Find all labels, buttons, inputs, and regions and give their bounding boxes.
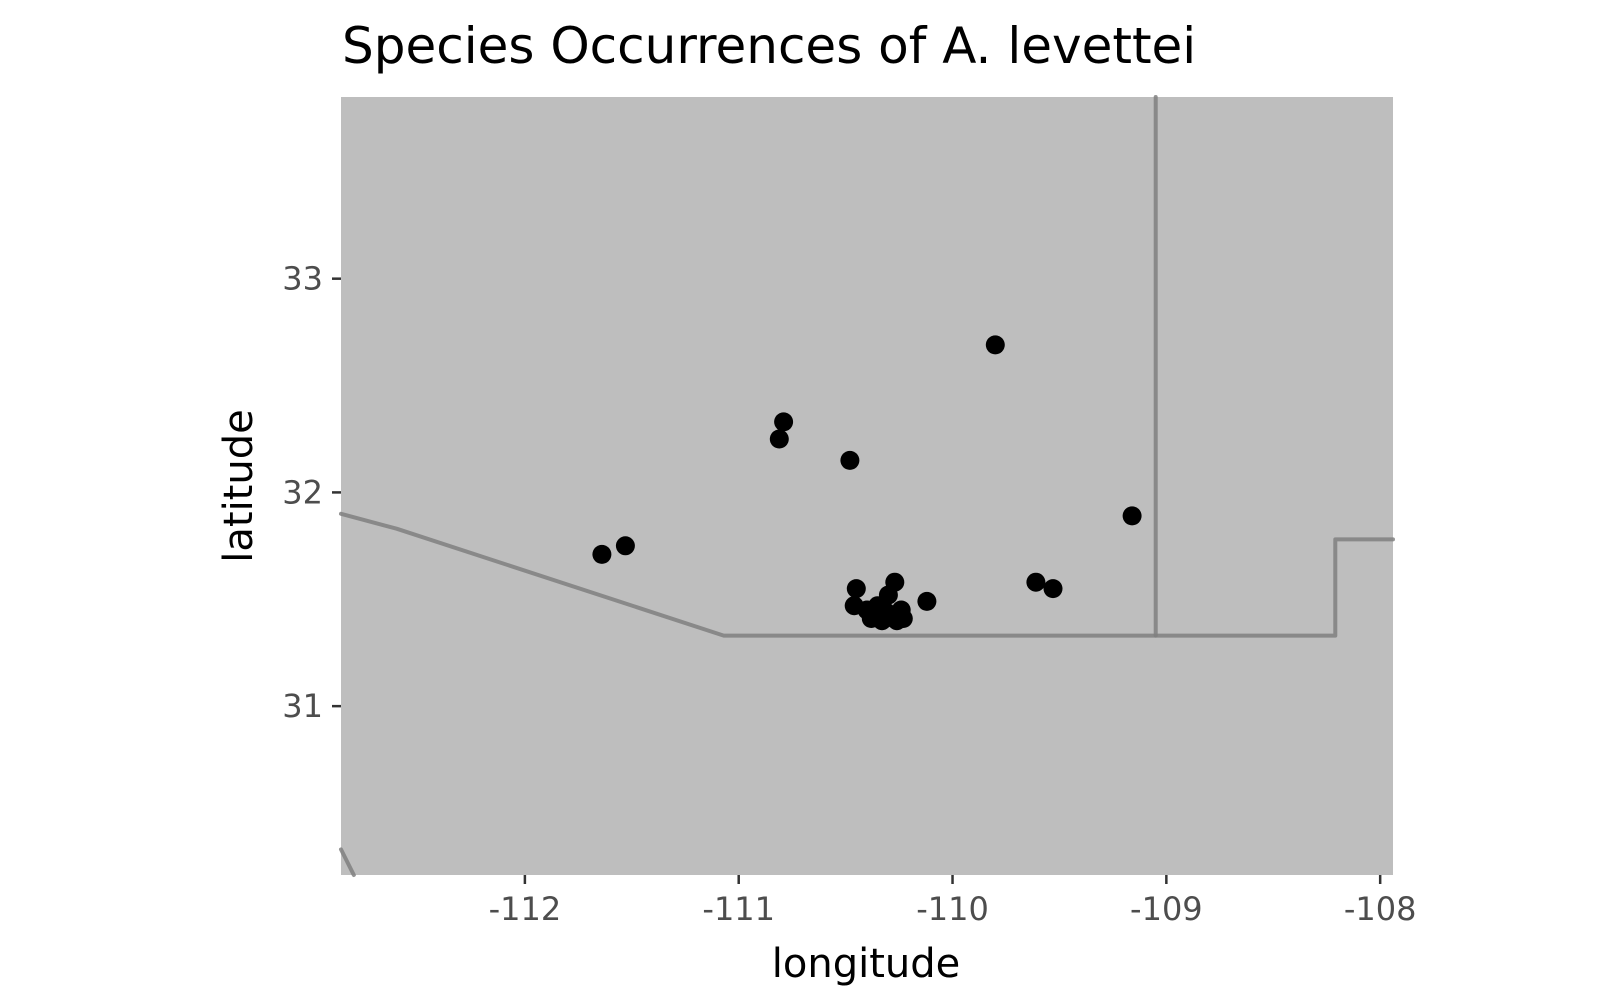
border-line xyxy=(339,847,356,877)
occurrence-point xyxy=(866,604,886,624)
occurrence-point xyxy=(846,579,866,599)
map-panel xyxy=(339,95,1395,877)
x-tick-label: -109 xyxy=(1130,890,1203,928)
occurrence-point xyxy=(985,335,1005,355)
x-axis: -112 -111 -110 -109 -108 xyxy=(489,875,1417,928)
occurrence-point xyxy=(769,429,789,449)
occurrence-point xyxy=(615,536,635,556)
x-tick-label: -110 xyxy=(916,890,989,928)
occurrence-point xyxy=(840,450,860,470)
y-tick-label: 31 xyxy=(282,687,323,725)
occurrence-point xyxy=(1122,506,1142,526)
occurrence-points xyxy=(592,335,1142,631)
occurrence-point xyxy=(774,412,794,432)
occurrence-point xyxy=(1026,572,1046,592)
occurrence-point xyxy=(887,611,907,631)
occurrence-point xyxy=(917,591,937,611)
state-border-lines xyxy=(339,95,1395,877)
map-title: Species Occurrences of A. levettei xyxy=(342,17,1196,75)
y-axis: 31 32 33 xyxy=(282,260,341,725)
x-tick-label: -108 xyxy=(1344,890,1417,928)
border-line xyxy=(339,511,1395,638)
occurrence-point xyxy=(1043,579,1063,599)
occurrence-point xyxy=(592,544,612,564)
x-tick-label: -111 xyxy=(702,890,775,928)
land-area xyxy=(341,97,1393,875)
y-tick-label: 32 xyxy=(282,473,323,511)
y-axis-title: latitude xyxy=(216,409,262,562)
x-tick-label: -112 xyxy=(489,890,562,928)
y-tick-label: 33 xyxy=(282,260,323,298)
occurrence-point xyxy=(878,585,898,605)
x-axis-title: longitude xyxy=(772,941,960,987)
